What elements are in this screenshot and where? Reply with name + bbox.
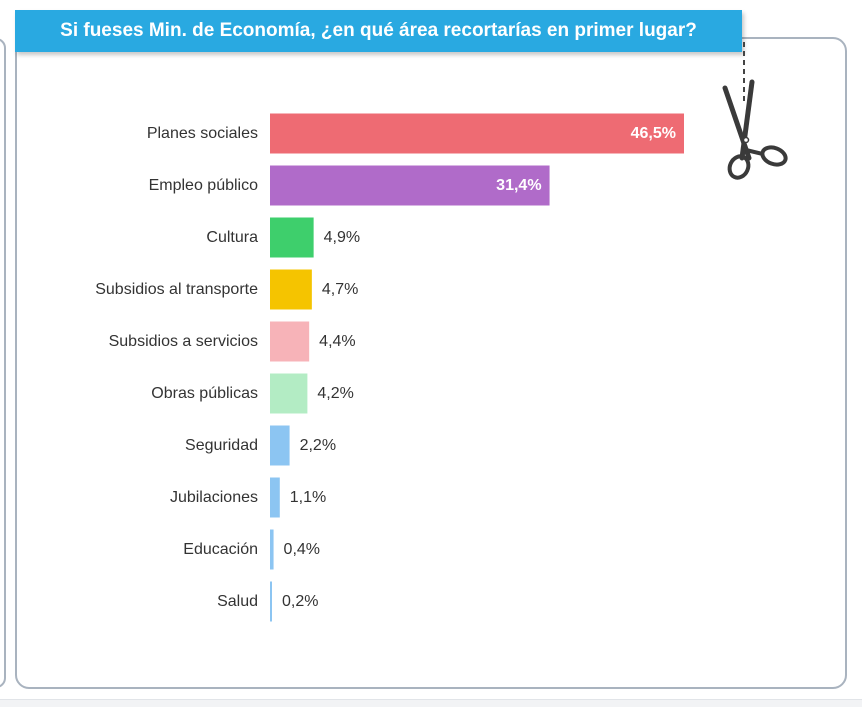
category-label-3: Subsidios al transporte <box>95 281 258 298</box>
bar-9 <box>270 581 272 622</box>
page-bottom-strip <box>0 699 862 707</box>
bar-1 <box>270 165 550 206</box>
value-label-7: 1,1% <box>290 489 326 506</box>
value-label-0: 46,5% <box>631 125 676 142</box>
value-label-2: 4,9% <box>324 229 360 246</box>
value-label-8: 0,4% <box>284 541 320 558</box>
chart-title: Si fueses Min. de Economía, ¿en qué área… <box>60 20 697 41</box>
bar-8 <box>270 529 274 570</box>
bar-4 <box>270 321 310 362</box>
value-label-4: 4,4% <box>319 333 355 350</box>
value-label-1: 31,4% <box>496 177 541 194</box>
value-label-6: 2,2% <box>300 437 336 454</box>
category-label-5: Obras públicas <box>151 385 258 402</box>
category-label-7: Jubilaciones <box>170 489 258 506</box>
bar-0 <box>270 113 684 154</box>
bar-2 <box>270 217 314 258</box>
category-label-1: Empleo público <box>149 177 259 194</box>
bar-7 <box>270 477 280 518</box>
value-label-5: 4,2% <box>317 385 353 402</box>
title-banner: Si fueses Min. de Economía, ¿en qué área… <box>15 10 742 52</box>
value-label-3: 4,7% <box>322 281 358 298</box>
category-label-0: Planes sociales <box>147 125 258 142</box>
scissors-icon <box>722 42 788 180</box>
category-label-4: Subsidios a servicios <box>109 333 258 350</box>
category-label-9: Salud <box>217 593 258 610</box>
bar-6 <box>270 425 290 466</box>
category-label-8: Educación <box>183 541 258 558</box>
bar-3 <box>270 269 312 310</box>
category-label-2: Cultura <box>206 229 258 246</box>
category-label-6: Seguridad <box>185 437 258 454</box>
value-label-9: 0,2% <box>282 593 318 610</box>
bar-5 <box>270 373 308 414</box>
